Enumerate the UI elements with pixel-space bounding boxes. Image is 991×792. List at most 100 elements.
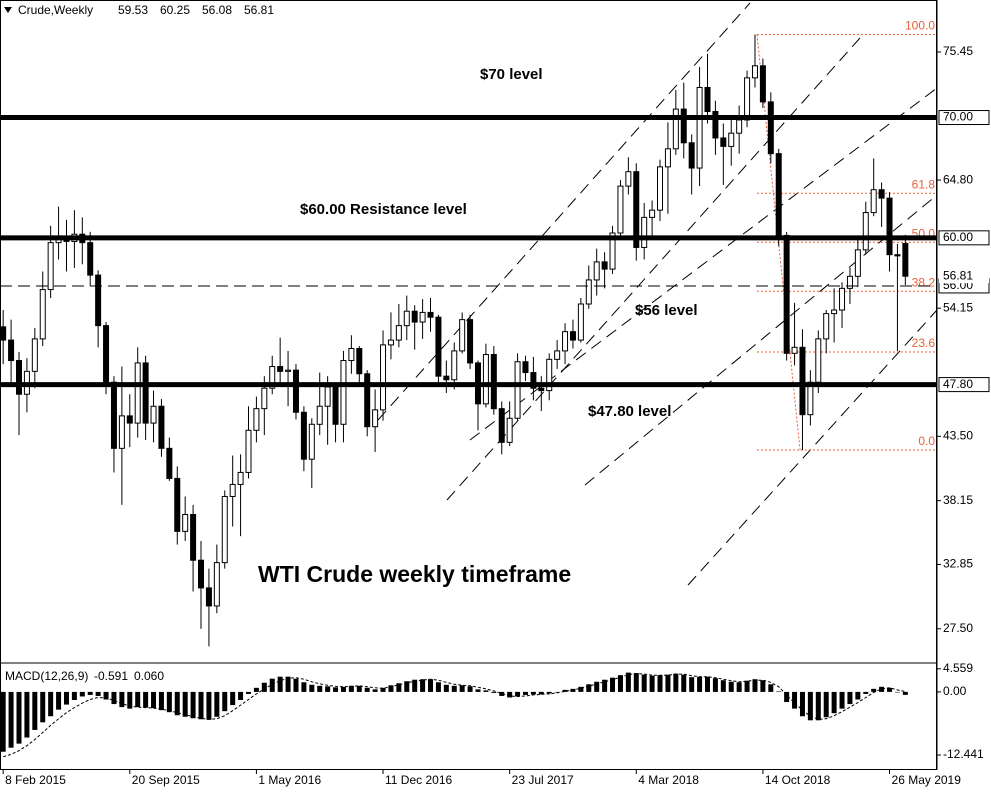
macd-bar [681, 674, 687, 692]
macd-signal [3, 673, 906, 758]
macd-bar [261, 682, 267, 692]
macd-bar [784, 691, 790, 703]
macd-bar [127, 691, 133, 709]
macd-bar [182, 691, 188, 717]
macd-bar [602, 679, 608, 692]
channel-line [687, 309, 938, 586]
y-tick-label: 64.80 [943, 172, 973, 186]
macd-bar [839, 691, 845, 709]
macd-bar [214, 691, 220, 717]
channel-line [377, 2, 751, 421]
candle-body [498, 408, 505, 443]
candle-body [554, 350, 561, 360]
macd-bar [340, 686, 346, 692]
candle-body [514, 361, 521, 419]
candle-body [150, 405, 157, 424]
candle-body [340, 360, 347, 425]
macd-bar [491, 691, 497, 693]
candle-body [348, 348, 355, 362]
ohlc-value: 60.25 [160, 3, 190, 17]
macd-bar [301, 682, 307, 692]
candle-body [198, 559, 205, 589]
y-tick-label: 54.15 [943, 300, 973, 314]
macd-bar [388, 685, 394, 692]
macd-bar [285, 676, 291, 692]
macd-bar [641, 674, 647, 692]
macd-bar [736, 682, 742, 692]
macd-bar [649, 675, 655, 692]
candle-body [467, 319, 474, 364]
candle-body [403, 310, 410, 327]
candle-body [142, 362, 149, 424]
macd-bar [902, 691, 908, 695]
candle-body [767, 101, 774, 155]
candle-body [292, 369, 299, 413]
annotation: $70 level [480, 66, 543, 83]
macd-bar [412, 679, 418, 692]
candle-body [482, 354, 489, 405]
candle-body [324, 386, 331, 407]
macd-bar [776, 691, 782, 692]
macd-bar [617, 675, 623, 692]
macd-bar [24, 691, 30, 738]
candle-body [451, 350, 458, 381]
candle-body [696, 86, 703, 169]
macd-bar [348, 685, 354, 692]
macd-bar [380, 687, 386, 692]
macd-bar [206, 691, 212, 720]
candle-body [672, 108, 679, 150]
candle-body [332, 386, 339, 425]
x-tick-label: 11 Dec 2016 [385, 773, 452, 787]
macd-bar [95, 691, 101, 696]
fib-label: 38.2 [912, 275, 936, 289]
macd-bar [467, 686, 473, 692]
candle-body [229, 483, 236, 497]
candle-body [759, 65, 766, 103]
candle-body [134, 362, 141, 424]
candle-body [277, 366, 284, 372]
candle-body [435, 316, 442, 377]
candle-body [878, 189, 885, 199]
macd-bar [507, 691, 513, 698]
candle-body [593, 261, 600, 281]
candle-body [95, 274, 102, 327]
macd-bar [135, 691, 141, 708]
candle-body [269, 366, 276, 389]
candle-body [387, 339, 394, 346]
macd-bar [372, 689, 378, 692]
candle-body [8, 339, 15, 362]
macd-bar [610, 677, 616, 692]
candle-body [728, 132, 735, 147]
channel-line [584, 194, 938, 486]
macd-bar [356, 685, 362, 692]
macd-bar [190, 691, 196, 719]
candle-body [158, 405, 165, 449]
macd-bar [704, 676, 710, 692]
ohlc-value: 56.08 [202, 3, 232, 17]
candle-body [846, 275, 853, 289]
level-tag [938, 110, 990, 126]
macd-value: -0.591 [94, 669, 128, 683]
candle-body [641, 216, 648, 248]
candle-body [103, 325, 110, 383]
candle-body [530, 372, 537, 389]
macd-bar [119, 691, 125, 708]
channel-lines [377, 2, 938, 586]
macd-bar [894, 691, 900, 693]
level-label: 60.00 [943, 230, 973, 244]
x-tick-label: 23 Jul 2017 [512, 773, 574, 787]
macd-value: 0.060 [134, 669, 164, 683]
macd-bar [712, 678, 718, 692]
macd-bar [293, 678, 299, 692]
macd-bar [689, 677, 695, 692]
macd-bar [625, 672, 631, 692]
macd-bar [578, 686, 584, 692]
candle-body [166, 447, 173, 479]
candle-body [31, 338, 38, 372]
macd-bar [633, 673, 639, 692]
candle-body [799, 346, 806, 416]
annotation: $56 level [635, 302, 698, 319]
macd-bar [309, 684, 315, 692]
level-tag [938, 377, 990, 393]
macd-bar [56, 691, 62, 710]
